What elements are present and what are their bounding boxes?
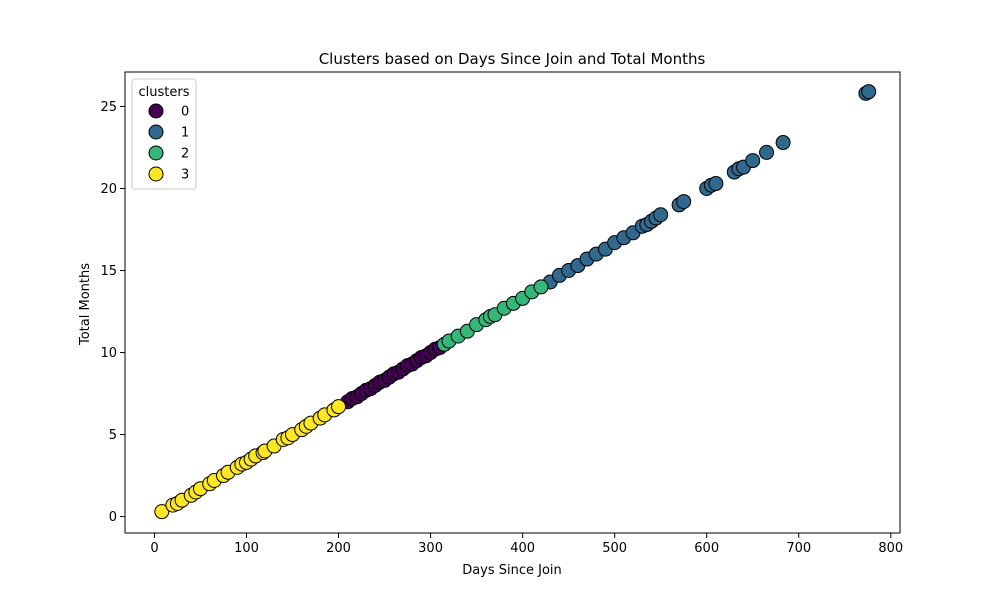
data-point-cluster-2	[533, 279, 549, 295]
legend-label-1: 1	[181, 126, 189, 141]
legend-marker-3	[148, 166, 164, 182]
legend: clusters 0 1 2 3	[131, 78, 197, 190]
x-axis-ticks: 0 100 200 300 400 500 600 700 800	[150, 533, 903, 556]
x-tick-label: 600	[694, 541, 719, 556]
y-tick-label: 15	[100, 264, 117, 279]
data-point-cluster-1	[745, 153, 761, 169]
y-tick-label: 10	[100, 346, 117, 361]
legend-label-3: 3	[181, 168, 189, 183]
data-point-cluster-3	[154, 504, 170, 520]
y-tick-label: 20	[100, 182, 117, 197]
x-tick-label: 800	[878, 541, 903, 556]
data-point-cluster-1	[759, 144, 775, 160]
legend-items: 0 1 2 3	[148, 103, 189, 183]
y-axis-label: Total Months	[78, 263, 93, 346]
y-tick-label: 0	[109, 510, 117, 525]
x-tick-label: 300	[418, 541, 443, 556]
legend-marker-1	[148, 124, 164, 140]
x-tick-label: 500	[602, 541, 627, 556]
data-point-cluster-1	[708, 176, 724, 192]
y-axis-ticks: 0 5 10 15 20 25	[100, 100, 125, 525]
legend-label-2: 2	[181, 147, 189, 162]
legend-title: clusters	[139, 85, 190, 100]
x-tick-label: 700	[786, 541, 811, 556]
y-tick-label: 5	[109, 428, 117, 443]
plot-frame	[124, 71, 901, 534]
x-tick-label: 0	[150, 541, 158, 556]
data-point-cluster-1	[676, 194, 692, 210]
x-tick-label: 200	[326, 541, 351, 556]
y-tick-label: 25	[100, 100, 117, 115]
x-tick-label: 100	[234, 541, 259, 556]
legend-label-0: 0	[181, 105, 189, 120]
legend-marker-2	[148, 145, 164, 161]
data-point-cluster-3	[331, 399, 347, 415]
data-points	[154, 84, 877, 520]
data-point-cluster-1	[861, 84, 877, 100]
legend-marker-0	[148, 103, 164, 119]
data-point-cluster-1	[775, 135, 791, 151]
data-point-cluster-1	[653, 207, 669, 223]
x-axis-label: Days Since Join	[462, 563, 562, 578]
legend-box	[131, 78, 197, 190]
x-tick-label: 400	[510, 541, 535, 556]
chart-title: Clusters based on Days Since Join and To…	[319, 50, 706, 68]
